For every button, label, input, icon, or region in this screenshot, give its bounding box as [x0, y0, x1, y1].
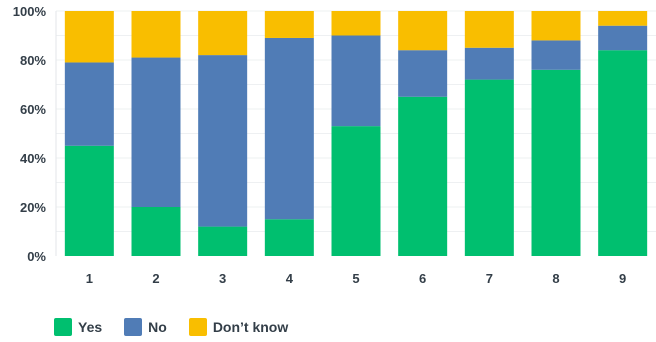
bar-segment-don-t-know: [598, 11, 648, 26]
x-tick-label: 9: [619, 271, 626, 286]
bar-segment-yes: [198, 226, 248, 256]
y-tick-label: 80%: [20, 53, 46, 68]
legend-label-no: No: [148, 319, 167, 335]
y-tick-label: 40%: [20, 151, 46, 166]
bar-segment-no: [464, 47, 514, 80]
stacked-bar-chart: 0% 20% 40% 60% 80% 100% 1 2 3 4 5 6 7 8 9: [13, 4, 656, 286]
bar-segment-yes: [331, 126, 381, 257]
bar-segment-don-t-know: [398, 11, 448, 51]
bar-segment-yes: [464, 79, 514, 256]
legend-item-no: No: [124, 318, 167, 336]
bar-segment-yes: [264, 219, 314, 256]
legend-label-yes: Yes: [78, 319, 103, 335]
y-tick-label: 60%: [20, 102, 46, 117]
bar-segment-no: [531, 40, 581, 70]
bar-segment-yes: [598, 50, 648, 257]
legend-item-yes: Yes: [54, 318, 102, 336]
bar-segment-don-t-know: [264, 11, 314, 38]
x-tick-label: 6: [419, 271, 426, 286]
bar-segment-yes: [64, 145, 114, 256]
x-tick-label: 1: [86, 271, 93, 286]
bar-segment-don-t-know: [131, 11, 181, 58]
bar-segment-no: [198, 55, 248, 227]
bar-segment-no: [64, 62, 114, 146]
y-tick-label: 0%: [27, 249, 46, 264]
legend-label-dont-know: Don’t know: [212, 319, 289, 335]
bar-segment-yes: [398, 96, 448, 256]
bar-segment-don-t-know: [464, 11, 514, 48]
x-tick-label: 7: [486, 271, 493, 286]
bar-segment-yes: [131, 207, 181, 256]
bar-segment-don-t-know: [331, 11, 381, 36]
legend: Yes No Don’t know: [54, 318, 288, 336]
bar-segment-no: [264, 37, 314, 220]
legend-swatch-dont-know: [188, 318, 207, 336]
bar-segment-no: [398, 50, 448, 97]
bar-segment-don-t-know: [64, 11, 114, 63]
x-tick-label: 5: [352, 271, 359, 286]
legend-swatch-no: [124, 318, 143, 336]
bar-segment-yes: [531, 69, 581, 256]
bar-segment-don-t-know: [198, 11, 248, 56]
bar-segment-no: [131, 57, 181, 207]
bar-segment-no: [331, 35, 381, 127]
legend-item-dont-know: Don’t know: [188, 318, 289, 336]
bar-segment-don-t-know: [531, 11, 581, 41]
y-tick-label: 100%: [13, 4, 47, 19]
x-tick-label: 4: [286, 271, 294, 286]
bar-segment-no: [598, 25, 648, 51]
legend-swatch-yes: [54, 318, 72, 336]
x-tick-label: 2: [152, 271, 159, 286]
x-tick-label: 8: [552, 271, 559, 286]
x-tick-label: 3: [219, 271, 226, 286]
y-tick-label: 20%: [20, 200, 46, 215]
